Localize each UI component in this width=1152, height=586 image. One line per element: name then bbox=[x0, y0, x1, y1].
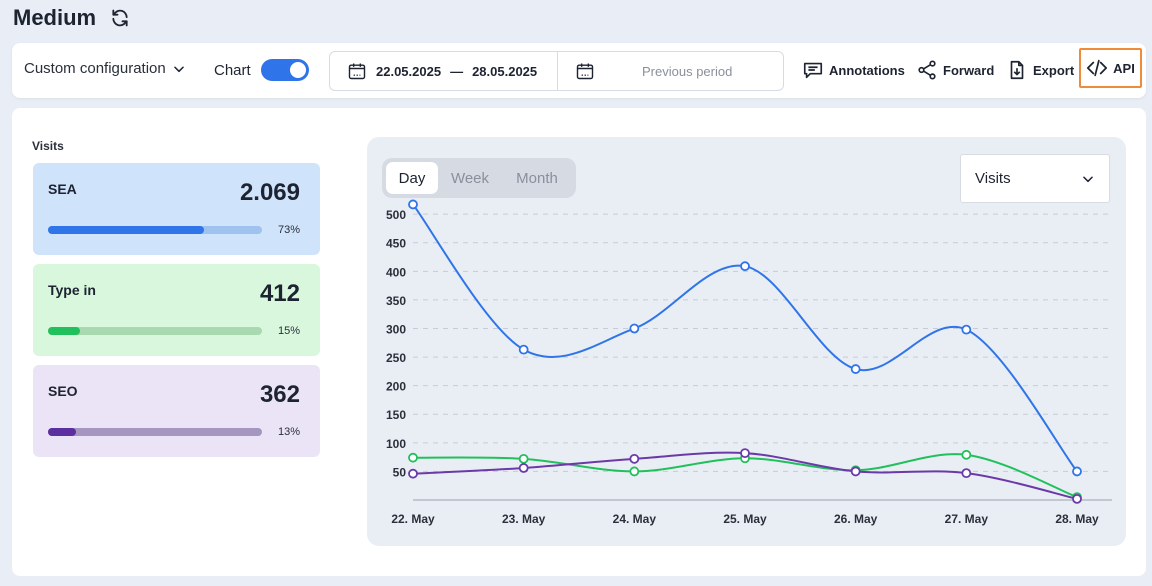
y-tick-label: 250 bbox=[386, 351, 406, 365]
data-point bbox=[850, 364, 861, 374]
visits-section-label: Visits bbox=[32, 139, 64, 153]
annotations-label: Annotations bbox=[829, 62, 905, 78]
channel-visits: 2.069 bbox=[239, 179, 300, 206]
share-percent: 73% bbox=[277, 224, 300, 236]
share-bar bbox=[48, 226, 262, 234]
export-button[interactable]: Export bbox=[1006, 59, 1074, 81]
data-point bbox=[518, 344, 529, 355]
api-button[interactable]: API bbox=[1079, 48, 1142, 88]
channel-visits: 412 bbox=[259, 280, 300, 307]
y-tick-label: 300 bbox=[386, 322, 406, 336]
x-tick-label: 22. May bbox=[391, 512, 435, 526]
chart-toggle-group: Chart bbox=[214, 59, 309, 81]
date-picker: 22.05.2025 — 28.05.2025 Previous period bbox=[329, 51, 784, 91]
channel-visits: 362 bbox=[259, 381, 300, 408]
download-file-icon bbox=[1010, 60, 1024, 80]
date-start: 22.05.2025 bbox=[376, 63, 442, 79]
data-point bbox=[740, 448, 750, 459]
y-tick-label: 200 bbox=[386, 380, 406, 394]
date-separator: — bbox=[450, 63, 464, 79]
share-percent: 15% bbox=[277, 325, 300, 337]
series-line bbox=[412, 203, 1078, 473]
metric-select-value: Visits bbox=[975, 170, 1011, 187]
data-point bbox=[518, 453, 529, 464]
data-point bbox=[850, 466, 861, 477]
x-tick-label: 28. May bbox=[1055, 512, 1099, 526]
share-bar bbox=[48, 428, 262, 436]
toolbar: Custom configuration Chart 22.05.2025 — … bbox=[12, 43, 1146, 98]
calendar-icon bbox=[576, 63, 594, 80]
share-bar-fill bbox=[48, 428, 76, 436]
data-point bbox=[1072, 493, 1082, 504]
channel-name: SEA bbox=[48, 181, 77, 197]
data-point bbox=[408, 452, 418, 463]
metric-select[interactable]: Visits bbox=[960, 154, 1110, 203]
main-panel: Visits SEA 2.069 73% Type in 412 15% SEO… bbox=[12, 108, 1146, 576]
data-point bbox=[518, 463, 529, 473]
chart-toggle-label: Chart bbox=[214, 61, 251, 79]
forward-button[interactable]: Forward bbox=[916, 59, 994, 81]
share-bar bbox=[48, 327, 262, 335]
previous-period-button[interactable]: Previous period bbox=[558, 52, 783, 90]
period-tabs: Day Week Month bbox=[382, 158, 576, 198]
chevron-down-icon bbox=[1083, 175, 1093, 182]
channel-name: Type in bbox=[48, 282, 96, 298]
data-point bbox=[408, 199, 418, 210]
chart-panel: 50 100 150 200 250 300 350 400 450 500 22. May 23. … bbox=[367, 137, 1126, 546]
channel-card-seo[interactable]: SEO 362 13% bbox=[33, 365, 320, 457]
channel-card-type-in[interactable]: Type in 412 15% bbox=[33, 264, 320, 356]
y-tick-label: 450 bbox=[386, 237, 406, 251]
tab-day[interactable]: Day bbox=[386, 162, 438, 194]
share-bar-fill bbox=[48, 327, 81, 335]
previous-period-label: Previous period bbox=[642, 63, 733, 79]
date-end: 28.05.2025 bbox=[472, 63, 538, 79]
tab-week[interactable]: Week bbox=[450, 169, 490, 187]
data-point bbox=[629, 466, 640, 477]
configuration-label: Custom configuration bbox=[24, 60, 166, 77]
share-bar-fill bbox=[48, 226, 205, 234]
tab-month[interactable]: Month bbox=[516, 169, 558, 187]
x-tick-label: 25. May bbox=[723, 512, 767, 526]
data-point bbox=[740, 261, 750, 272]
configuration-dropdown[interactable]: Custom configuration bbox=[24, 60, 186, 77]
channel-name: SEO bbox=[48, 383, 78, 399]
x-tick-label: 27. May bbox=[945, 512, 989, 526]
code-icon bbox=[1087, 59, 1108, 77]
calendar-icon bbox=[348, 63, 366, 80]
page-title: Medium bbox=[13, 5, 97, 30]
y-tick-label: 500 bbox=[386, 208, 406, 222]
data-point bbox=[629, 323, 640, 334]
toggle-knob bbox=[289, 62, 306, 78]
data-point bbox=[961, 468, 972, 479]
data-point bbox=[408, 468, 418, 479]
data-point bbox=[1072, 466, 1082, 477]
visits-line-chart: 50 100 150 200 250 300 350 400 450 500 22. May 23. … bbox=[386, 199, 1112, 526]
api-label: API bbox=[1113, 60, 1135, 76]
comment-icon bbox=[803, 62, 823, 79]
x-tick-label: 23. May bbox=[502, 512, 546, 526]
share-percent: 13% bbox=[277, 426, 300, 438]
chevron-down-icon bbox=[173, 65, 184, 72]
annotations-button[interactable]: Annotations bbox=[802, 59, 905, 81]
channel-card-sea[interactable]: SEA 2.069 73% bbox=[33, 163, 320, 255]
export-label: Export bbox=[1033, 62, 1075, 78]
share-icon bbox=[918, 60, 936, 80]
y-tick-label: 400 bbox=[386, 265, 406, 279]
y-tick-label: 50 bbox=[393, 465, 407, 479]
y-tick-label: 100 bbox=[386, 437, 406, 451]
refresh-icon[interactable] bbox=[110, 8, 130, 28]
y-tick-label: 150 bbox=[386, 408, 406, 422]
x-tick-label: 24. May bbox=[613, 512, 657, 526]
y-tick-label: 350 bbox=[386, 294, 406, 308]
data-point bbox=[629, 453, 640, 464]
x-tick-label: 26. May bbox=[834, 512, 878, 526]
data-point bbox=[961, 449, 972, 460]
page-header: Medium bbox=[13, 5, 130, 31]
chart-toggle-switch[interactable] bbox=[260, 59, 309, 81]
forward-label: Forward bbox=[943, 62, 995, 78]
data-point bbox=[961, 324, 972, 335]
date-range-button[interactable]: 22.05.2025 — 28.05.2025 bbox=[330, 52, 558, 90]
